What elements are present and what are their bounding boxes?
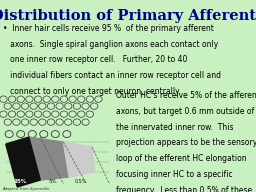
Text: projection appears to be the sensory: projection appears to be the sensory bbox=[116, 138, 256, 147]
Polygon shape bbox=[6, 137, 40, 187]
Text: connect to only one target neuron, centrally.: connect to only one target neuron, centr… bbox=[3, 87, 180, 96]
Text: 95%: 95% bbox=[14, 179, 27, 184]
Text: one inner row receptor cell.   Further, 20 to 40: one inner row receptor cell. Further, 20… bbox=[3, 55, 187, 65]
Polygon shape bbox=[63, 142, 94, 177]
Text: Outer HC’s receive 5% of the afferent: Outer HC’s receive 5% of the afferent bbox=[116, 91, 256, 100]
Text: axons.  Single spiral ganglion axons each contact only: axons. Single spiral ganglion axons each… bbox=[3, 40, 218, 49]
Polygon shape bbox=[29, 137, 69, 180]
Text: loop of the efferent HC elongation: loop of the efferent HC elongation bbox=[116, 154, 247, 163]
Text: individual fibers contact an inner row receptor cell and: individual fibers contact an inner row r… bbox=[3, 71, 221, 80]
Text: 0.5%: 0.5% bbox=[74, 179, 87, 184]
Text: Distribution of Primary Afferents: Distribution of Primary Afferents bbox=[0, 9, 256, 23]
Text: •  Inner hair cells receive 95 %  of the primary afferent: • Inner hair cells receive 95 % of the p… bbox=[3, 24, 214, 33]
Text: focusing inner HC to a specific: focusing inner HC to a specific bbox=[116, 170, 233, 179]
Text: axons, but target 0.6 mm outside of: axons, but target 0.6 mm outside of bbox=[116, 107, 255, 116]
Text: 5%: 5% bbox=[49, 179, 57, 184]
Text: Adapted from Spoendlin: Adapted from Spoendlin bbox=[2, 187, 50, 191]
Text: the innervated inner row.  This: the innervated inner row. This bbox=[116, 123, 234, 132]
Text: frequency.  Less than 0.5% of these: frequency. Less than 0.5% of these bbox=[116, 186, 253, 192]
